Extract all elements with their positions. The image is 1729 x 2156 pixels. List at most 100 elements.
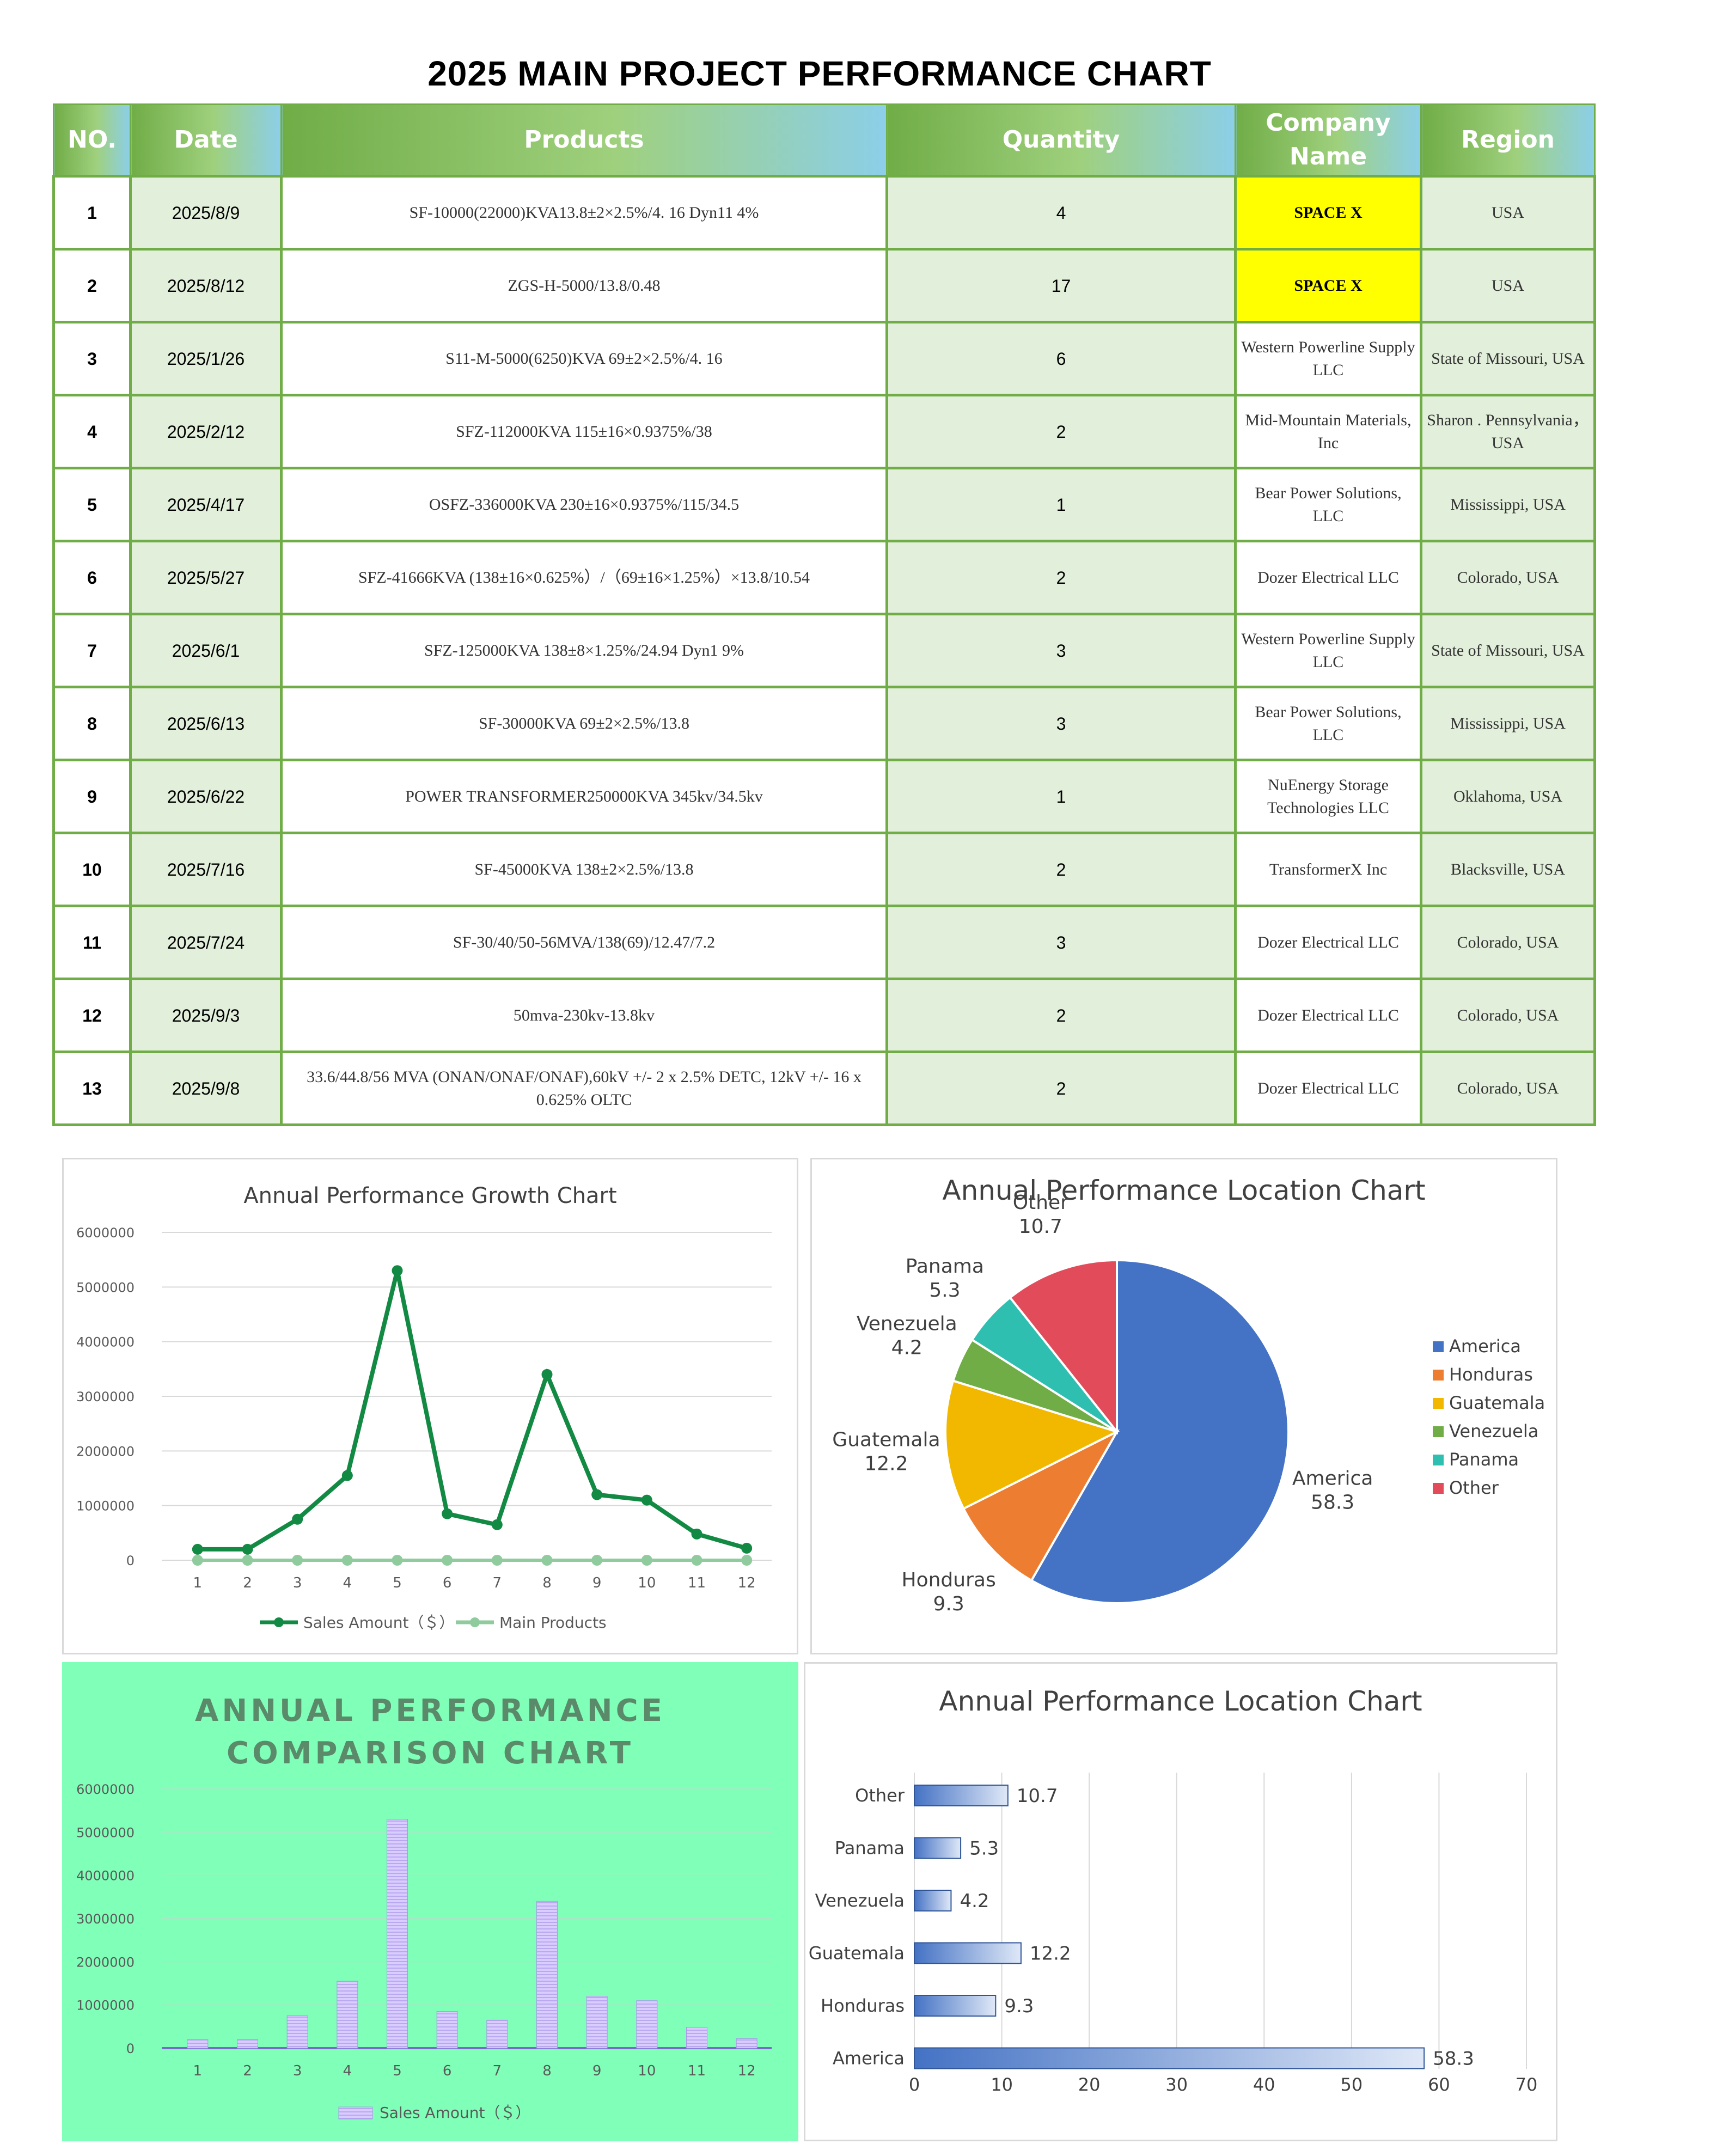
- pie-value-label: 10.7: [1019, 1216, 1062, 1238]
- y-tick-label: 1000000: [76, 1998, 135, 2013]
- sales-column: [187, 2039, 209, 2049]
- sales-column: [237, 2039, 258, 2049]
- cell-region: USA: [1420, 175, 1596, 251]
- location-bar: [914, 1942, 1022, 1964]
- pie-category-label: America: [1292, 1468, 1373, 1490]
- cell-quantity: 2: [885, 394, 1237, 469]
- pie-category-label: Honduras: [902, 1569, 996, 1591]
- main-products-point: [641, 1554, 652, 1566]
- legend-marker: [470, 1617, 480, 1627]
- y-tick-label: 6000000: [76, 1782, 135, 1797]
- x-tick-label: 20: [1078, 2074, 1101, 2095]
- legend-label: Venezuela: [1449, 1421, 1538, 1442]
- cell-date: 2025/4/17: [129, 467, 283, 542]
- cell-region: Colorado, USA: [1420, 1050, 1596, 1126]
- cell-date: 2025/2/12: [129, 394, 283, 469]
- cell-region: Colorado, USA: [1420, 540, 1596, 615]
- y-category-label: Venezuela: [815, 1890, 905, 1911]
- header-no: NO.: [53, 103, 131, 177]
- location-bar: [914, 2047, 1425, 2069]
- table-row: 9 2025/6/22 POWER TRANSFORMER250000KVA 345…: [52, 759, 1596, 834]
- sales-column: [486, 2019, 508, 2049]
- sales-point: [691, 1528, 702, 1540]
- bar-value-label: 4.2: [960, 1890, 989, 1912]
- cell-product: SFZ-112000KVA 115±16×0.9375%/38: [280, 394, 888, 469]
- growth-chart-panel: Annual Performance Growth Chart 0 1000000…: [62, 1158, 798, 1654]
- main-products-point: [292, 1554, 303, 1566]
- y-category-label: America: [833, 2048, 905, 2069]
- cell-company: TransformerX Inc: [1234, 832, 1422, 907]
- comparison-chart-title: ANNUAL PERFORMANCE COMPARISON CHART: [64, 1690, 797, 1775]
- comparison-column-chart: 0 1000000 2000000 3000000 4000000 5000000 6000…: [76, 1782, 772, 2122]
- x-tick-label: 60: [1428, 2074, 1450, 2095]
- pie-slice-honduras: [962, 1429, 1120, 1582]
- sales-point: [741, 1542, 753, 1554]
- cell-region: USA: [1420, 248, 1596, 323]
- x-tick-label: 3: [293, 1575, 302, 1591]
- y-category-label: Honduras: [821, 1995, 905, 2016]
- y-tick-label: 6000000: [76, 1225, 135, 1241]
- sales-column: [586, 1996, 608, 2049]
- y-tick-label: 3000000: [76, 1911, 135, 1927]
- x-tick-label: 9: [592, 2063, 602, 2079]
- table-row: 13 2025/9/8 33.6/44.8/56 MVA (ONAN/ONAF/ON…: [52, 1050, 1596, 1126]
- x-tick-label: 5: [393, 1575, 402, 1591]
- legend-label: America: [1449, 1336, 1521, 1357]
- cell-product: POWER TRANSFORMER250000KVA 345kv/34.5kv: [280, 759, 888, 834]
- cell-no: 11: [52, 905, 132, 980]
- cell-quantity: 1: [885, 759, 1237, 834]
- cell-quantity: 17: [885, 248, 1237, 323]
- pie-value-label: 58.3: [1311, 1492, 1354, 1514]
- location-pie-title: Annual Performance Location Chart: [942, 1175, 1426, 1206]
- cell-no: 12: [52, 978, 132, 1053]
- cell-company: Dozer Electrical LLC: [1234, 905, 1422, 980]
- x-tick-label: 6: [443, 2063, 452, 2079]
- legend-swatch: [1433, 1370, 1444, 1381]
- main-products-point: [192, 1554, 203, 1566]
- cell-quantity: 2: [885, 978, 1237, 1053]
- main-products-point: [392, 1554, 403, 1566]
- cell-company: Western Powerline Supply LLC: [1234, 321, 1422, 396]
- legend-swatch: [1433, 1455, 1444, 1465]
- table-header-row: NO. Date Products Quantity Company Name …: [53, 103, 1596, 177]
- cell-region: Blacksville, USA: [1420, 832, 1596, 907]
- cell-date: 2025/8/12: [129, 248, 283, 323]
- cell-no: 10: [52, 832, 132, 907]
- table-row: 3 2025/1/26 S11-M-5000(6250)KVA 69±2×2.5%/…: [52, 321, 1596, 396]
- sales-column: [337, 1981, 358, 2049]
- legend-label: Other: [1449, 1477, 1499, 1498]
- comparison-chart-panel: ANNUAL PERFORMANCE COMPARISON CHART 0 100…: [62, 1662, 798, 2141]
- cell-quantity: 2: [885, 1050, 1237, 1126]
- legend-label: Guatemala: [1449, 1392, 1545, 1413]
- location-pie-panel: Annual Performance Location Chart Americ…: [810, 1158, 1557, 1654]
- cell-region: Colorado, USA: [1420, 978, 1596, 1053]
- pie-slice-guatemala: [944, 1379, 1120, 1510]
- cell-date: 2025/7/16: [129, 832, 283, 907]
- x-tick-label: 10: [991, 2074, 1013, 2095]
- cell-product: SF-30000KVA 69±2×2.5%/13.8: [280, 686, 888, 761]
- table-row: 8 2025/6/13 SF-30000KVA 69±2×2.5%/13.8 3 Bea…: [52, 686, 1596, 761]
- x-tick-label: 5: [393, 2063, 402, 2079]
- cell-product: 50mva-230kv-13.8kv: [280, 978, 888, 1053]
- legend-swatch: [338, 2106, 373, 2120]
- cell-company: Bear Power Solutions, LLC: [1234, 686, 1422, 761]
- x-tick-label: 7: [493, 1575, 502, 1591]
- pie-category-label: Panama: [906, 1255, 984, 1278]
- x-tick-label: 10: [638, 1575, 656, 1591]
- sales-point: [442, 1508, 453, 1519]
- table-row: 4 2025/2/12 SFZ-112000KVA 115±16×0.9375%/3…: [52, 394, 1596, 469]
- sales-column: [286, 2015, 308, 2049]
- sales-point: [341, 1470, 353, 1481]
- cell-company: NuEnergy Storage Technologies LLC: [1234, 759, 1422, 834]
- sales-amount-line: [197, 1270, 748, 1552]
- cell-product: SF-45000KVA 138±2×2.5%/13.8: [280, 832, 888, 907]
- location-bar: [914, 1837, 962, 1859]
- cell-quantity: 1: [885, 467, 1237, 542]
- x-tick-label: 7: [493, 2063, 502, 2079]
- main-products-point: [341, 1554, 353, 1566]
- x-tick-label: 11: [688, 2063, 706, 2079]
- legend-label: Main Products: [499, 1614, 607, 1632]
- header-products: Products: [280, 103, 888, 177]
- cell-region: Oklahoma, USA: [1420, 759, 1596, 834]
